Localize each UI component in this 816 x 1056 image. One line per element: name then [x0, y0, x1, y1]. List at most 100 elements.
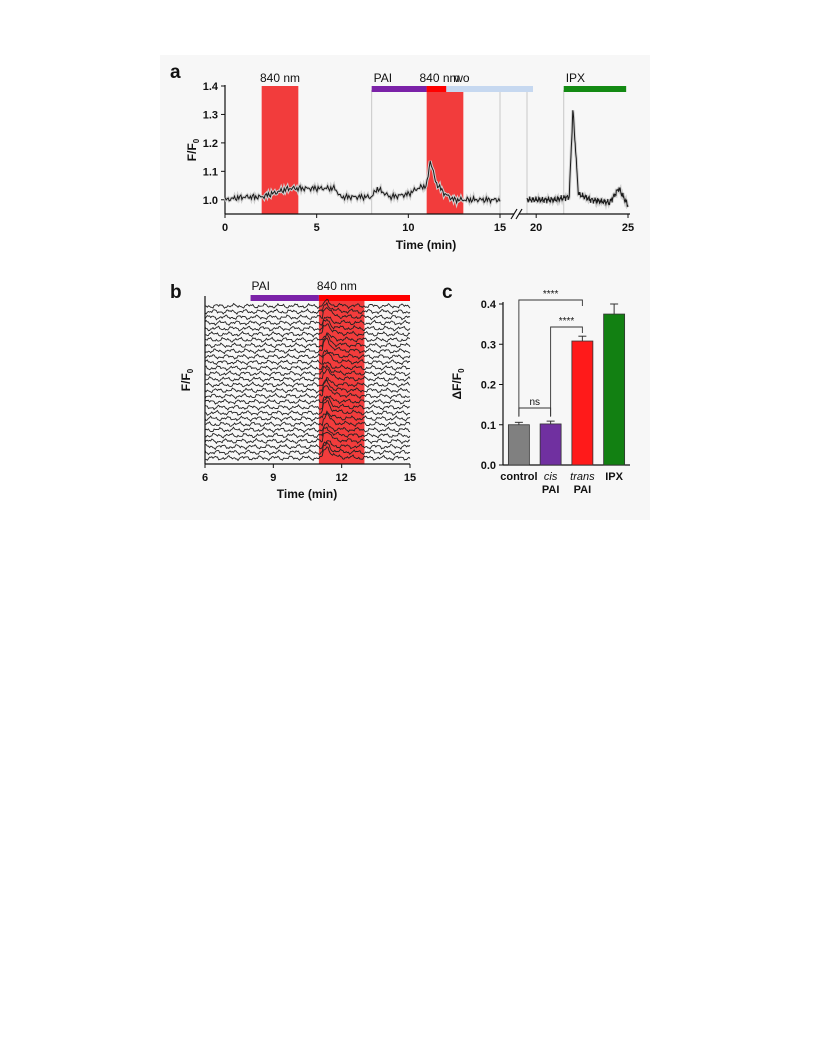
panel-b: b PAI 840 nm 6 9 12 15 F/F0 Time (min) — [170, 279, 416, 501]
y-tick-label: 0.1 — [481, 420, 496, 432]
label-ipx: IPX — [566, 71, 585, 85]
y-tick-label: 0.2 — [481, 380, 496, 392]
x-tick-label: 0 — [222, 222, 228, 234]
cell-trace — [205, 400, 411, 416]
panel-a-ylabel-sub: 0 — [192, 138, 201, 143]
x-tick-label: 12 — [336, 472, 348, 484]
cell-trace — [204, 332, 411, 349]
cell-trace — [204, 349, 411, 361]
category-label-line2: PAI — [574, 484, 592, 496]
cell-trace — [204, 316, 411, 327]
x-tick-label: 20 — [530, 222, 542, 234]
x-tick-label: 6 — [202, 472, 208, 484]
comparison-control-trans-label: **** — [543, 289, 559, 300]
y-tick-label: 0.4 — [481, 299, 497, 311]
label-840nm-1: 840 nm — [260, 71, 300, 85]
panel-c-ylabel: ΔF/F0 — [450, 368, 466, 400]
x-tick-label: 5 — [314, 222, 320, 234]
panel-c-significance: **** **** ns — [518, 289, 583, 417]
axis-break-mark-1 — [510, 208, 518, 220]
panel-c-ylabel-sub: 0 — [457, 368, 466, 373]
ipx-bar — [563, 86, 627, 92]
cell-trace — [204, 378, 411, 394]
cell-trace — [204, 410, 411, 423]
cell-trace — [204, 318, 411, 332]
panel-b-xlabel: Time (min) — [277, 487, 337, 501]
category-label-line2: PAI — [542, 484, 560, 496]
axis-break-mark-2 — [515, 208, 523, 220]
comparison-control-cis-label: ns — [529, 397, 540, 408]
cell-trace — [205, 446, 411, 462]
cell-trace — [204, 376, 411, 388]
panel-a-xlabel: Time (min) — [396, 238, 456, 252]
cell-trace — [205, 412, 411, 428]
panel-c: c 0.40.30.20.10.0 control cisPAItransPAII… — [442, 282, 630, 496]
category-label: IPX — [605, 471, 623, 483]
cell-trace — [204, 440, 411, 451]
comparison-control-trans — [518, 299, 583, 417]
y-tick-label: 0.3 — [481, 339, 496, 351]
cell-trace — [204, 352, 411, 366]
label-pai: PAI — [252, 279, 270, 293]
label-wo: wo — [453, 71, 470, 85]
comparison-cis-trans — [550, 326, 583, 417]
y-tick-label: 1.4 — [203, 81, 219, 93]
panel-a-letter: a — [170, 62, 181, 83]
panel-a-axes: 1.4 1.3 1.2 1.1 1.0 0 5 10 15 20 25 — [203, 81, 634, 234]
cell-trace — [204, 364, 411, 377]
panel-b-ylabel: F/F0 — [179, 368, 195, 391]
panel-a-trace — [223, 110, 630, 211]
cell-trace — [204, 441, 411, 456]
cell-trace — [204, 298, 411, 310]
panel-b-letter: b — [170, 282, 182, 303]
label-pai: PAI — [374, 71, 392, 85]
cell-trace — [204, 332, 410, 343]
pai-bar — [371, 86, 427, 92]
category-label: control — [500, 471, 537, 483]
panel-c-letter: c — [442, 282, 453, 303]
washout-bar — [446, 86, 533, 92]
x-tick-label: 15 — [494, 222, 506, 234]
cell-trace — [204, 323, 411, 338]
cell-trace — [204, 395, 411, 405]
panel-b-traces — [204, 298, 411, 462]
x-tick-label: 10 — [402, 222, 414, 234]
comparison-cis-trans-label: **** — [559, 316, 575, 327]
cell-trace — [204, 431, 411, 445]
label-840nm-2: 840 nm — [419, 71, 459, 85]
category-label: trans — [570, 471, 595, 483]
trace-segment-left — [224, 160, 501, 205]
x-tick-label: 9 — [270, 472, 276, 484]
bar-IPX — [603, 313, 626, 466]
cell-trace — [204, 361, 411, 372]
bar-trans-PAI — [571, 340, 594, 466]
cell-trace — [204, 337, 411, 355]
cell-trace — [204, 368, 411, 383]
bar-control — [507, 424, 530, 466]
comparison-control-cis — [518, 407, 552, 416]
light-840-bar — [318, 295, 410, 301]
panel-b-axes: 6 9 12 15 — [202, 296, 416, 484]
cell-trace — [204, 385, 410, 400]
panel-c-axes: 0.4 0.3 0.2 0.1 0.0 — [481, 299, 630, 472]
trace-segment-right — [526, 110, 629, 208]
pai-bar — [250, 295, 319, 301]
bar-cis-PAI — [539, 423, 562, 466]
panel-b-stimulus-bars: PAI 840 nm — [250, 279, 410, 301]
cell-trace — [204, 396, 411, 411]
x-tick-label: 15 — [404, 472, 416, 484]
cell-trace — [204, 422, 411, 434]
cell-trace — [204, 426, 411, 439]
category-label: cis — [544, 471, 558, 483]
y-tick-label: 1.3 — [203, 109, 218, 121]
y-tick-label: 1.1 — [203, 166, 218, 178]
panel-b-ylabel-sub: 0 — [186, 368, 195, 373]
y-tick-label: 0.0 — [481, 460, 496, 472]
panel-a-ylabel: F/F0 — [185, 138, 201, 161]
cell-trace — [204, 307, 411, 321]
label-840nm: 840 nm — [317, 279, 357, 293]
x-tick-label: 25 — [622, 222, 634, 234]
